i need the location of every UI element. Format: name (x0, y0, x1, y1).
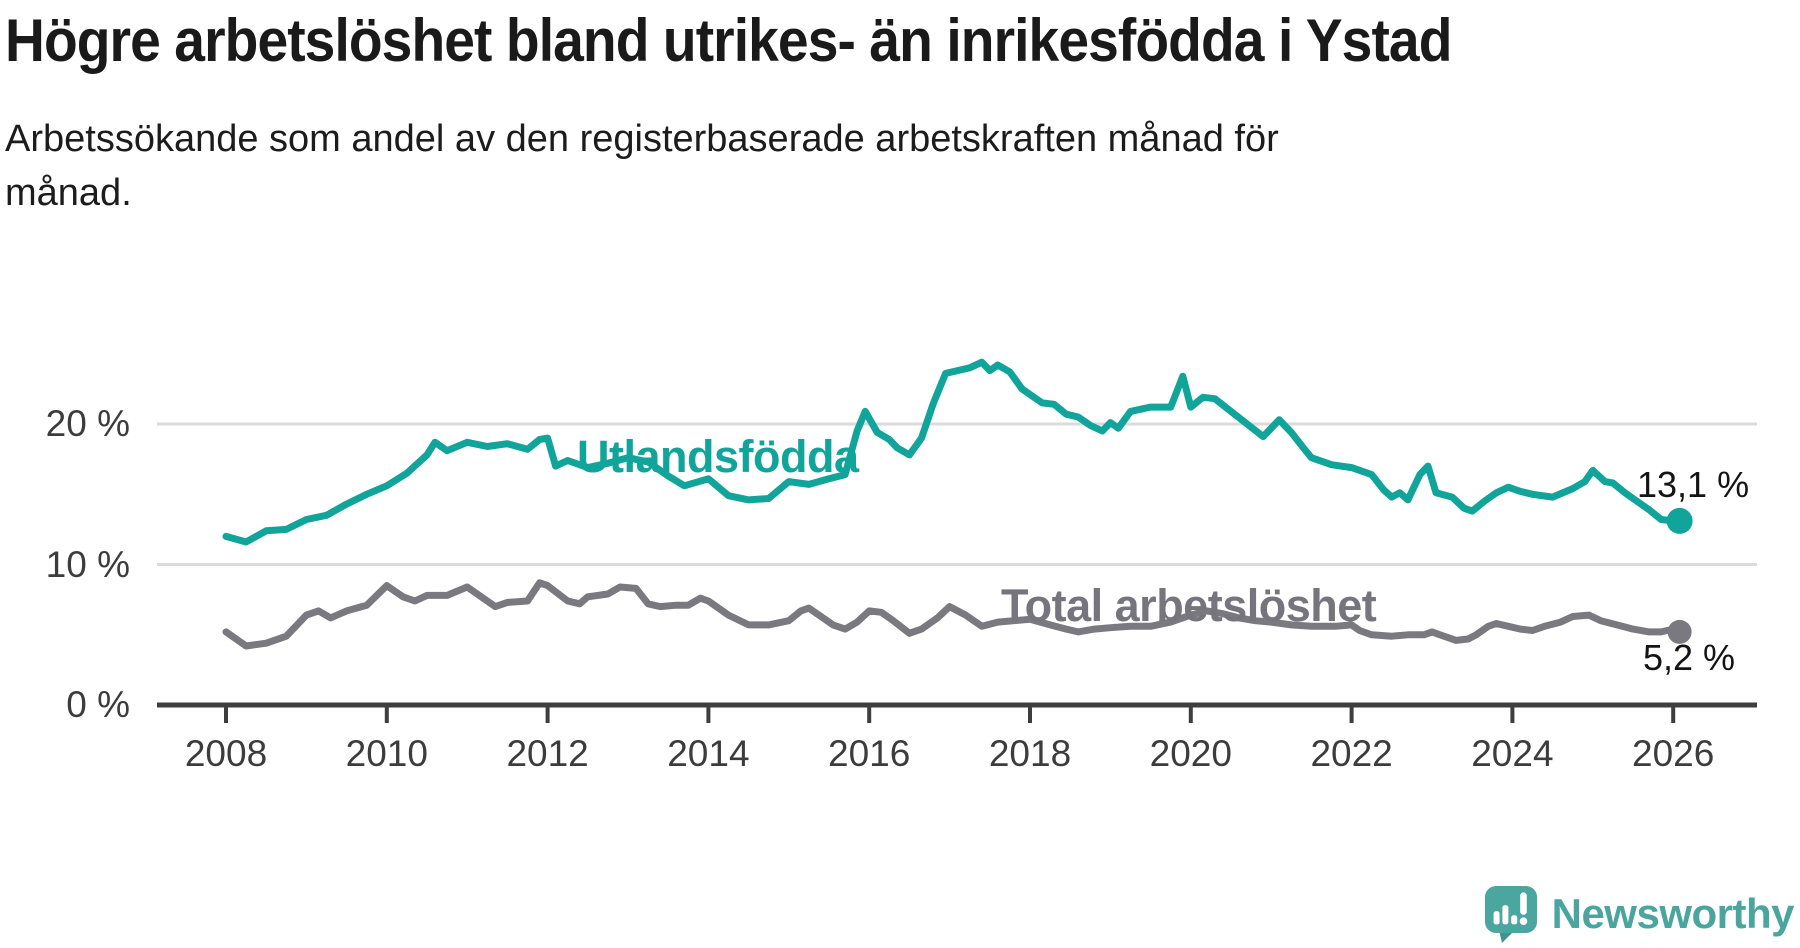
x-axis-label: 2016 (828, 733, 911, 774)
series-label-utlandsfodda: Utlandsfödda (577, 431, 859, 482)
logo-exclamation-bar (1519, 892, 1527, 915)
chart-subtitle-line-1: Arbetssökande som andel av den registerb… (5, 118, 1279, 160)
series-line-1 (222, 579, 1684, 650)
x-axis-label: 2020 (1149, 733, 1232, 774)
logo-bar-1 (1493, 911, 1500, 925)
x-axis-label: 2026 (1632, 733, 1715, 774)
logo-bar-3 (1510, 915, 1517, 925)
logo-bar-2 (1502, 905, 1509, 925)
series-end-dot-0 (1666, 507, 1693, 534)
x-axis-label: 2024 (1471, 733, 1554, 774)
x-axis-label: 2012 (506, 733, 589, 774)
end-value-label: 5,2 % (1643, 637, 1736, 678)
newsworthy-logo-icon (1484, 886, 1537, 943)
chart-title: Högre arbetslöshet bland utrikes- än inr… (5, 7, 1452, 74)
chart-subtitle-line-2: månad. (5, 172, 132, 214)
newsworthy-wordmark: Newsworthy (1551, 889, 1795, 937)
y-axis-label: 20 % (45, 403, 130, 444)
y-axis-label: 10 % (45, 543, 130, 585)
x-axis-label: 2010 (345, 733, 428, 774)
series-label-total-arbetsloshet: Total arbetslöshet (1001, 580, 1377, 631)
y-axis-label: 0 % (66, 684, 130, 725)
x-axis-label: 2022 (1310, 733, 1393, 774)
x-axis-label: 2008 (184, 733, 268, 774)
series-line-0 (222, 358, 1684, 546)
logo-exclamation-dot (1519, 917, 1527, 925)
x-axis-label: 2018 (988, 733, 1072, 774)
x-axis-label: 2014 (667, 733, 750, 774)
series-end-dot-1 (1667, 619, 1692, 644)
chart-subtitle: Arbetssökande som andel av den registerb… (5, 112, 1279, 220)
end-value-label: 13,1 % (1637, 464, 1750, 505)
newsworthy-logo: Newsworthy (1483, 882, 1795, 945)
